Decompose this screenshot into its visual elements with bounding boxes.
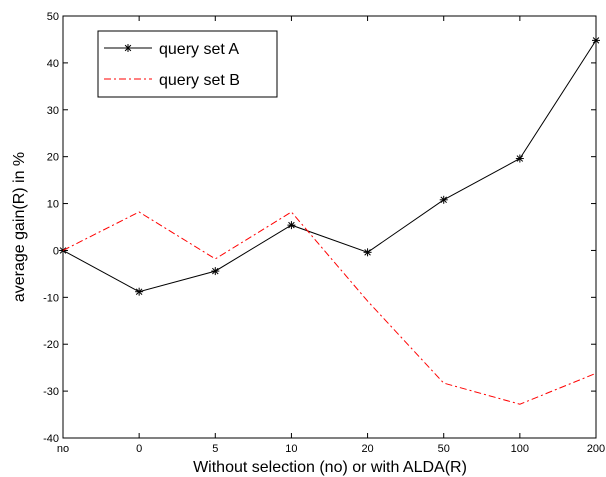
y-tick-label: -30	[43, 386, 59, 398]
y-tick-label: -20	[43, 339, 59, 351]
data-point	[211, 267, 220, 276]
legend-star-icon	[124, 44, 132, 52]
x-tick-label: 200	[587, 443, 605, 455]
x-tick-label: no	[57, 443, 69, 455]
legend-marker-query-set-a	[124, 44, 132, 52]
y-tick-label: 10	[47, 199, 59, 211]
data-point	[135, 287, 144, 296]
y-tick-label: -10	[43, 292, 59, 304]
data-point	[592, 36, 600, 45]
data-point	[363, 248, 372, 257]
y-axis: -40 -30 -20 -10 0 10 20 30 40 50	[43, 11, 596, 445]
y-tick-label: 20	[47, 152, 59, 164]
series-line-1	[62, 211, 597, 405]
y-tick-label: 50	[47, 11, 59, 23]
x-tick-label: 0	[136, 443, 142, 455]
y-tick-label: 40	[47, 58, 59, 70]
legend-box	[97, 30, 278, 98]
y-axis-label: average gain(R) in %	[11, 152, 28, 302]
x-tick-label: 10	[285, 443, 297, 455]
data-point	[287, 221, 296, 230]
series-line-0	[62, 40, 597, 293]
data-point	[515, 154, 524, 163]
series-layer	[59, 36, 600, 405]
y-tick-label: 30	[47, 105, 59, 117]
legend-label-query-set-a: query set A	[159, 41, 239, 58]
x-tick-label: 20	[361, 443, 373, 455]
x-axis-label: Without selection (no) or with ALDA(R)	[193, 459, 467, 476]
y-tick-label: -40	[43, 433, 59, 445]
data-point	[59, 246, 67, 255]
x-axis: no 0 5 10 20 50 100 200	[57, 16, 605, 455]
y-tick-label: 0	[53, 245, 59, 257]
x-tick-label: 50	[438, 443, 450, 455]
x-tick-label: 5	[212, 443, 218, 455]
legend: query set A query set B	[97, 30, 278, 98]
data-point	[439, 195, 448, 204]
x-tick-label: 100	[511, 443, 529, 455]
legend-label-query-set-b: query set B	[159, 72, 240, 89]
